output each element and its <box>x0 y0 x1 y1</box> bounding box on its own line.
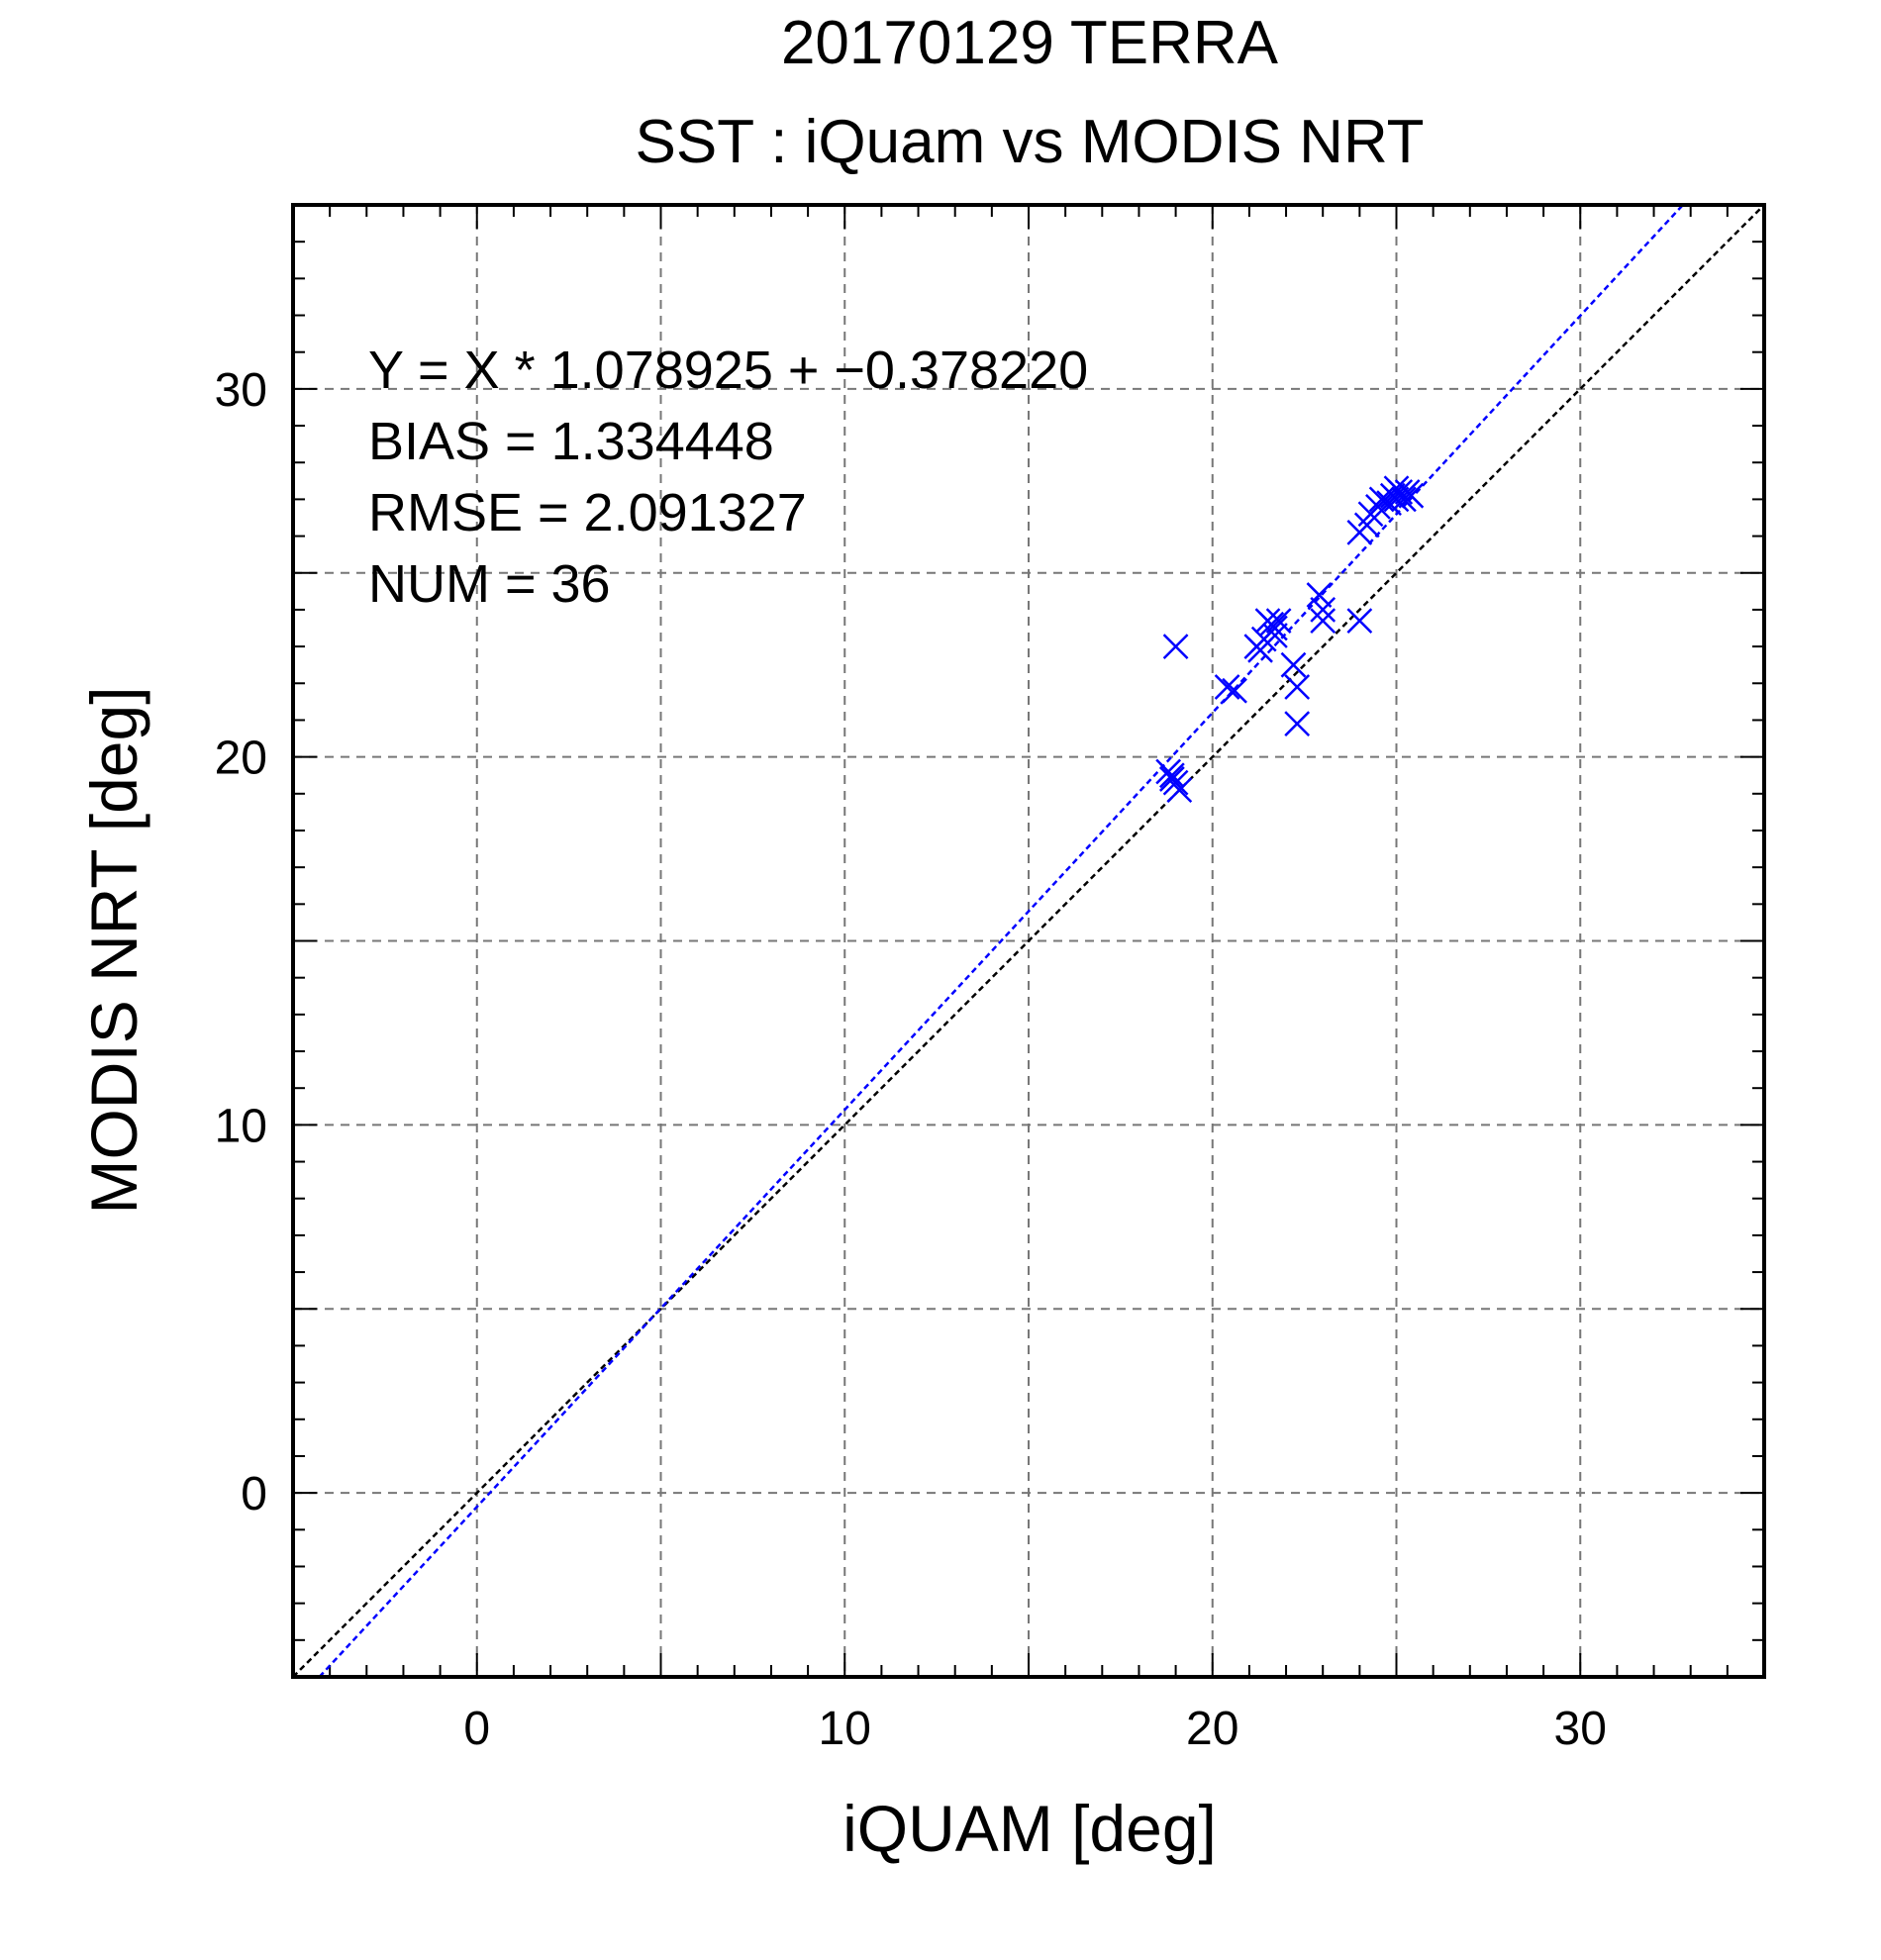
sample-count: NUM = 36 <box>368 554 611 614</box>
plot-frame <box>291 203 1766 1679</box>
marker-stroke <box>1214 674 1240 700</box>
data-point-x-marker <box>1159 766 1185 792</box>
x-tick-label: 30 <box>1554 1703 1607 1755</box>
y-tick-label: 0 <box>241 1468 267 1520</box>
data-point-x-marker <box>1383 475 1410 502</box>
marker-stroke <box>1262 615 1288 641</box>
marker-stroke <box>1398 482 1425 509</box>
data-point-x-marker <box>1398 482 1425 509</box>
x-tick-labels: 0 10 20 30 <box>463 1703 1607 1755</box>
y-tick-label: 30 <box>215 364 267 417</box>
data-point-x-marker <box>1391 486 1417 513</box>
identity-line <box>292 204 1765 1678</box>
data-point-x-marker <box>1280 651 1307 678</box>
data-point-x-marker <box>1284 711 1311 737</box>
regression-fit-line <box>318 204 1684 1678</box>
x-tick-label: 10 <box>819 1703 871 1755</box>
marker-stroke <box>1383 486 1410 513</box>
chart-subtitle: SST : iQuam vs MODIS NRT <box>636 108 1425 176</box>
y-axis-label: MODIS NRT [deg] <box>77 686 150 1214</box>
marker-stroke <box>1166 777 1193 803</box>
x-tick-label: 0 <box>463 1703 490 1755</box>
data-point-x-marker <box>1265 608 1292 634</box>
marker-stroke <box>1222 677 1247 704</box>
data-point-x-marker <box>1284 674 1311 700</box>
marker-stroke <box>1280 651 1307 678</box>
data-point-x-marker <box>1310 597 1336 623</box>
data-point-x-marker <box>1262 615 1288 641</box>
bias-value: BIAS = 1.334448 <box>368 412 774 471</box>
data-point-x-marker <box>1214 674 1240 700</box>
data-point-x-marker <box>1159 762 1185 789</box>
rmse-value: RMSE = 2.091327 <box>368 483 807 542</box>
x-axis-label: iQUAM [deg] <box>842 1792 1217 1865</box>
data-point-x-marker <box>1346 608 1373 634</box>
marker-stroke <box>1346 608 1373 634</box>
marker-stroke <box>1391 486 1417 513</box>
marker-stroke <box>1383 475 1410 502</box>
chart-title: 20170129 TERRA <box>781 9 1279 77</box>
marker-stroke <box>1265 608 1292 634</box>
marker-stroke <box>1159 766 1185 792</box>
y-tick-label: 20 <box>215 733 267 785</box>
data-point-x-marker <box>1222 677 1247 704</box>
data-points <box>1155 475 1425 803</box>
marker-stroke <box>1310 597 1336 623</box>
data-point-x-marker <box>1166 777 1193 803</box>
data-point-x-marker <box>1262 623 1288 648</box>
marker-stroke <box>1262 623 1288 648</box>
data-point-x-marker <box>1310 608 1336 634</box>
y-tick-label: 10 <box>215 1100 267 1152</box>
marker-stroke <box>1284 674 1311 700</box>
statistics-annotation: Y = X * 1.078925 + −0.378220 BIAS = 1.33… <box>368 341 1088 614</box>
grid-lines <box>293 205 1764 1677</box>
marker-stroke <box>1310 608 1336 634</box>
marker-stroke <box>1306 582 1333 608</box>
marker-stroke <box>1284 711 1311 737</box>
marker-stroke <box>1159 762 1185 789</box>
regression-equation: Y = X * 1.078925 + −0.378220 <box>368 341 1088 400</box>
x-tick-label: 20 <box>1186 1703 1238 1755</box>
data-point-x-marker <box>1306 582 1333 608</box>
y-tick-labels: 0 10 20 30 <box>215 364 267 1520</box>
data-point-x-marker <box>1162 634 1189 659</box>
data-point-x-marker <box>1383 486 1410 513</box>
marker-stroke <box>1162 634 1189 659</box>
reference-lines <box>292 204 1765 1678</box>
